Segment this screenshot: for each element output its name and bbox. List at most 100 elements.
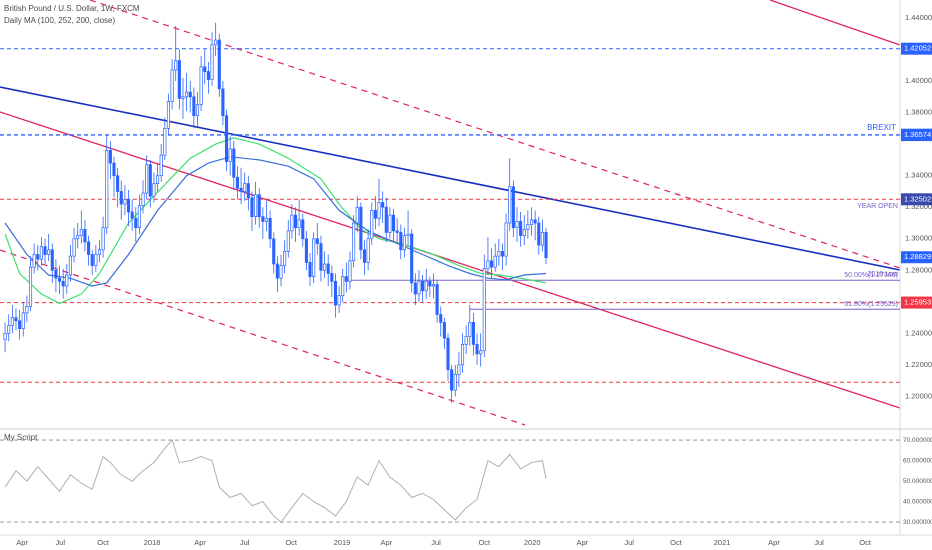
candle-body: [272, 238, 276, 265]
candle-body: [72, 238, 76, 257]
candle-body: [214, 39, 218, 46]
x-tick-label: Oct: [478, 538, 491, 547]
candle-body: [399, 232, 403, 251]
candle-body: [18, 320, 22, 329]
x-tick-label: Apr: [768, 538, 780, 547]
y-tick-label: 1.38000: [905, 108, 932, 117]
candle-body: [188, 91, 192, 98]
candle-body: [384, 206, 388, 233]
candle-body: [148, 164, 152, 197]
candle-body: [540, 232, 544, 246]
candle-body: [402, 235, 406, 251]
candle-body: [348, 260, 352, 282]
candle-body: [526, 224, 530, 230]
candle-body: [105, 150, 109, 229]
candle-body: [145, 164, 149, 194]
candle-body: [529, 219, 534, 225]
candle-body: [170, 69, 174, 102]
candle-body: [457, 364, 461, 375]
candle-body: [36, 254, 40, 260]
x-tick-label: 2021: [714, 538, 731, 547]
x-tick-label: 2020: [524, 538, 541, 547]
low-2019-label: 2019 Low: [868, 271, 899, 278]
candle-body: [475, 344, 479, 355]
candle-body: [101, 227, 105, 251]
candle-body: [511, 186, 515, 229]
candle-body: [428, 280, 432, 287]
candle-body: [497, 251, 501, 257]
candle-body: [123, 198, 127, 205]
candle-body: [94, 254, 98, 266]
candle-body: [28, 266, 33, 307]
candle-body: [250, 197, 254, 218]
candle-body: [47, 249, 51, 255]
x-tick-label: Oct: [859, 538, 872, 547]
candle-body: [391, 214, 396, 232]
price-badge: [901, 193, 932, 206]
candle-body: [210, 44, 214, 80]
price-badge-label: 1.36574: [904, 130, 931, 139]
candle-body: [479, 350, 483, 355]
candle-body: [388, 214, 392, 233]
candle-body: [76, 235, 80, 240]
candle-body: [442, 321, 446, 339]
candle-body: [279, 265, 283, 279]
candle-body: [61, 280, 65, 287]
x-tick-label: Jul: [431, 538, 441, 547]
x-tick-label: Apr: [380, 538, 392, 547]
y-tick-label: 1.30000: [905, 234, 932, 243]
candle-body: [417, 280, 421, 295]
candle-body: [508, 186, 512, 224]
y-tick-label: 1.34000: [905, 171, 932, 180]
oscillator-tick-label: 30.000000: [903, 519, 932, 526]
candle-body: [337, 295, 341, 306]
candle-body: [544, 232, 548, 259]
candles: [3, 22, 548, 403]
candle-body: [366, 238, 370, 263]
candle-body: [65, 274, 69, 287]
candle-body: [257, 194, 261, 218]
channel-line: [0, 249, 526, 426]
candle-body: [10, 317, 14, 326]
candle-body: [195, 104, 200, 117]
candle-body: [301, 219, 305, 240]
candle-body: [221, 88, 225, 117]
candle-body: [326, 263, 330, 274]
candle-body: [413, 282, 417, 295]
candle-body: [177, 60, 181, 99]
trend-line: [769, 0, 901, 46]
candle-body: [381, 202, 385, 208]
x-tick-label: Jul: [624, 538, 634, 547]
candle-body: [126, 198, 131, 213]
candle-body: [159, 154, 163, 177]
price-badge: [901, 296, 932, 309]
x-tick-label: 2019: [334, 538, 351, 547]
candle-body: [493, 255, 497, 268]
candle-body: [519, 221, 523, 236]
candle-body: [312, 238, 316, 277]
candle-body: [83, 228, 87, 243]
candle-body: [90, 254, 94, 266]
y-tick-label: 1.44000: [905, 13, 932, 22]
candle-body: [308, 262, 312, 277]
y-tick-label: 1.32000: [905, 202, 932, 211]
candle-body: [68, 255, 72, 276]
x-tick-label: Apr: [16, 538, 28, 547]
candle-body: [130, 211, 134, 219]
candle-body: [268, 217, 272, 240]
candle-body: [330, 273, 334, 282]
candle-body: [32, 254, 36, 268]
candle-body: [232, 148, 236, 178]
candle-body: [163, 128, 167, 156]
candle-body: [283, 251, 287, 266]
oscillator-tick-label: 70.000000: [903, 437, 932, 444]
candle-body: [315, 238, 319, 244]
candle-body: [25, 306, 29, 314]
indicator-legend: Daily MA (100, 252, 200, close): [4, 16, 116, 25]
price-badge-label: 1.32502: [904, 194, 931, 203]
y-tick-label: 1.20000: [905, 391, 932, 400]
candle-body: [50, 249, 54, 271]
moving-average: [4, 156, 547, 287]
candle-body: [468, 321, 472, 337]
x-tick-label: Oct: [285, 538, 298, 547]
